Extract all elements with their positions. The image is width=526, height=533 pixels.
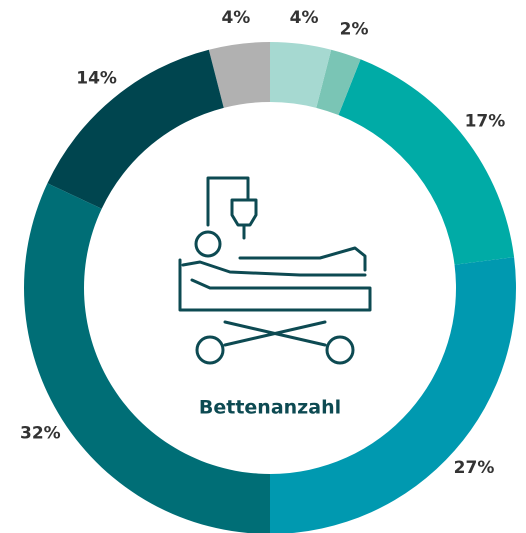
value-label: 4% (290, 8, 319, 28)
value-label: 2% (340, 19, 369, 39)
segment (316, 49, 361, 116)
value-label: 17% (465, 111, 506, 131)
segment (208, 42, 270, 108)
bed-icon (178, 176, 372, 365)
center-label: Bettenanzahl (199, 397, 341, 419)
segment (338, 59, 515, 265)
segment (24, 183, 270, 533)
value-label: 27% (454, 458, 495, 478)
value-label: 14% (76, 68, 117, 88)
value-label: 32% (20, 424, 61, 444)
value-label: 4% (221, 8, 250, 28)
segment (270, 257, 516, 533)
segment (47, 49, 224, 209)
segment (270, 42, 332, 108)
